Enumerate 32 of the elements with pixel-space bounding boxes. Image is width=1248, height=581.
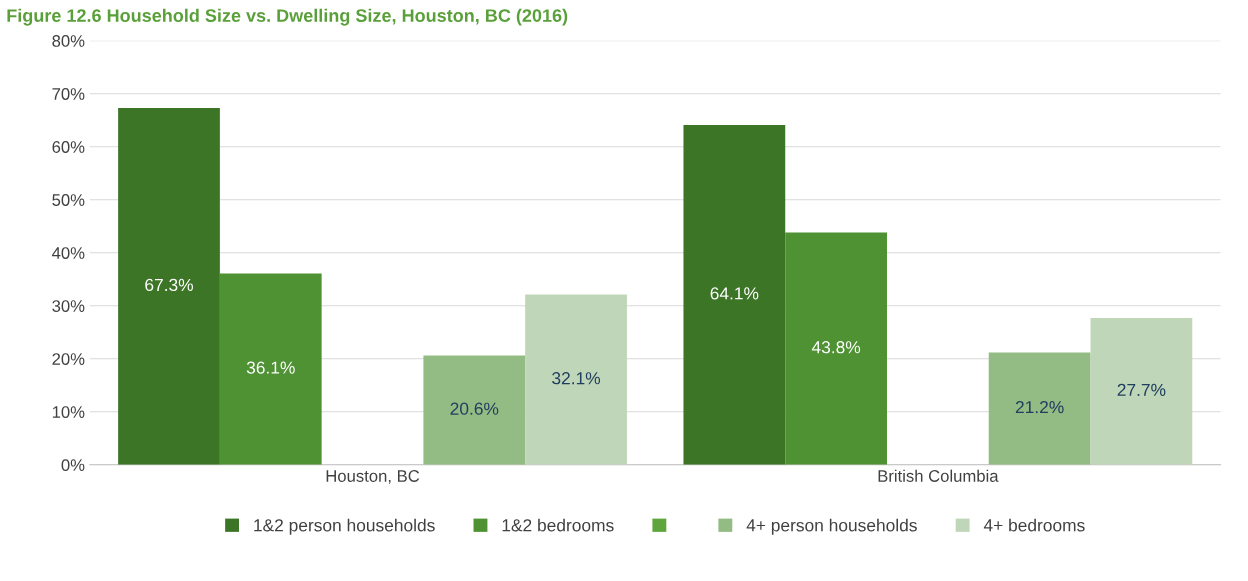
data-label: 64.1% [710, 287, 759, 300]
y-tick-label: 40% [52, 247, 85, 259]
bar [219, 273, 322, 465]
bar [525, 294, 627, 465]
data-label: 67.3% [145, 278, 193, 292]
x-tick-label: Houston, BC [326, 470, 420, 484]
y-tick-label: 60% [52, 141, 85, 153]
data-label: 32.1% [552, 372, 601, 385]
x-tick-label: British Columbia [878, 469, 999, 482]
data-label: 20.6% [450, 402, 499, 415]
bar [785, 232, 887, 465]
chart-title: Figure 12.6 Household Size vs. Dwelling Size, Houston, BC (2016) [7, 8, 568, 26]
bar [118, 108, 220, 465]
y-tick-label: 50% [52, 194, 85, 206]
legend-label: 4+ person households [746, 518, 917, 535]
data-label: 43.8% [811, 341, 861, 354]
data-label: 21.2% [1015, 400, 1064, 414]
y-tick-label: 80% [52, 35, 85, 47]
legend-label: 1&2 person households [254, 518, 435, 535]
data-label: 27.7% [1117, 383, 1166, 396]
y-tick-label: 0% [61, 459, 85, 471]
data-label: 36.1% [246, 361, 295, 374]
y-tick-label: 10% [52, 406, 85, 418]
y-tick-label: 70% [52, 88, 85, 100]
bar [988, 352, 1091, 465]
bar [423, 355, 526, 465]
legend-label: 4+ bedrooms [983, 518, 1085, 532]
bar [1090, 317, 1193, 465]
legend-label: 1&2 bedrooms [502, 518, 614, 532]
y-tick-label: 20% [52, 353, 85, 365]
bar [683, 124, 786, 465]
y-tick-label: 30% [52, 300, 85, 312]
